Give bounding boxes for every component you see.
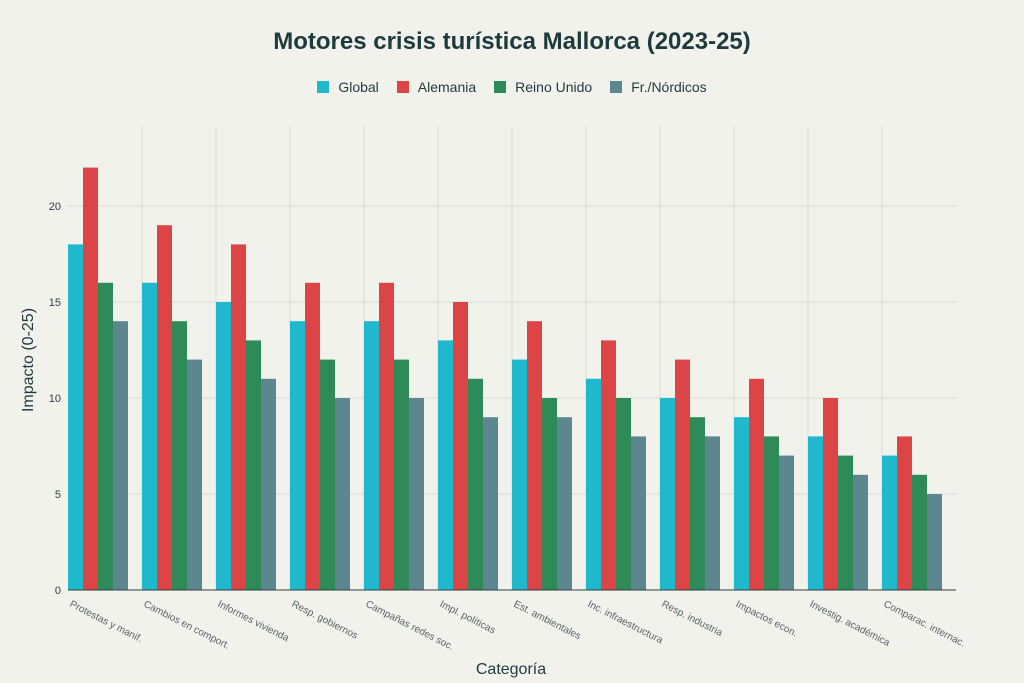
x-tick-label: Resp. industria — [660, 599, 725, 639]
x-tick-label: Resp. gobiernos — [290, 599, 360, 642]
legend-item[interactable]: Alemania — [396, 79, 477, 95]
y-tick-label: 15 — [49, 297, 61, 309]
bar[interactable] — [779, 455, 794, 590]
legend-swatch — [610, 81, 623, 93]
legend-swatch — [494, 81, 507, 93]
legend-label: Global — [338, 79, 379, 95]
bar[interactable] — [897, 436, 912, 590]
bar[interactable] — [261, 378, 276, 590]
bar[interactable] — [557, 417, 572, 590]
legend-label: Alemania — [417, 79, 477, 95]
y-tick-label: 20 — [49, 201, 61, 213]
bar[interactable] — [187, 359, 202, 590]
bar[interactable] — [542, 398, 557, 590]
bar[interactable] — [734, 417, 749, 590]
bar[interactable] — [675, 359, 690, 590]
bar[interactable] — [409, 398, 424, 590]
bar[interactable] — [483, 417, 498, 590]
bar[interactable] — [364, 321, 379, 590]
bar[interactable] — [246, 340, 261, 590]
bar[interactable] — [823, 398, 838, 590]
x-tick-label: Protestas y manif. — [68, 599, 144, 645]
x-tick-label: Informes vivienda — [216, 599, 291, 645]
chart-title: Motores crisis turística Mallorca (2023-… — [273, 28, 751, 55]
x-tick-label: Impl. políticas — [438, 599, 497, 637]
bar[interactable] — [660, 398, 675, 590]
bar[interactable] — [142, 282, 157, 590]
bar[interactable] — [320, 359, 335, 590]
x-tick-label: Comparac. internac. — [882, 599, 967, 650]
legend-label: Fr./Nórdicos — [631, 79, 707, 95]
bar[interactable] — [586, 378, 601, 590]
bar[interactable] — [438, 340, 453, 590]
bar[interactable] — [838, 455, 853, 590]
legend: Global Alemania Reino Unido Fr./Nórdicos — [0, 79, 1024, 95]
bar[interactable] — [808, 436, 823, 590]
bar[interactable] — [305, 282, 320, 590]
x-tick-label: Impactos econ. — [734, 599, 799, 640]
x-tick-label: Est. ambientales — [512, 599, 583, 642]
bar[interactable] — [690, 417, 705, 590]
x-tick-label: Inc. infraestructura — [586, 599, 665, 647]
bar[interactable] — [705, 436, 720, 590]
y-tick-label: 0 — [55, 585, 61, 597]
bar[interactable] — [912, 474, 927, 590]
bar[interactable] — [83, 167, 98, 590]
legend-label: Reino Unido — [515, 79, 593, 95]
bar[interactable] — [512, 359, 527, 590]
bar[interactable] — [468, 378, 483, 590]
bar[interactable] — [853, 474, 868, 590]
bar[interactable] — [927, 494, 942, 590]
bar[interactable] — [231, 244, 246, 590]
legend-item[interactable]: Global — [317, 79, 379, 95]
bar[interactable] — [882, 455, 897, 590]
bar[interactable] — [98, 282, 113, 590]
bar[interactable] — [453, 302, 468, 590]
y-tick-label: 5 — [55, 489, 61, 501]
bar[interactable] — [616, 398, 631, 590]
bar[interactable] — [216, 302, 231, 590]
legend-item[interactable]: Fr./Nórdicos — [610, 79, 707, 95]
y-tick-label: 10 — [49, 393, 61, 405]
bar[interactable] — [379, 282, 394, 590]
bar[interactable] — [601, 340, 616, 590]
bar[interactable] — [335, 398, 350, 590]
bar[interactable] — [113, 321, 128, 590]
x-tick-label: Investig. académica — [808, 599, 892, 649]
bar[interactable] — [764, 436, 779, 590]
bar[interactable] — [527, 321, 542, 590]
bar[interactable] — [172, 321, 187, 590]
bar[interactable] — [68, 244, 83, 590]
x-axis-title: Categoría — [476, 661, 546, 678]
bar[interactable] — [290, 321, 305, 590]
legend-item[interactable]: Reino Unido — [494, 79, 592, 95]
legend-swatch — [396, 81, 409, 93]
bar[interactable] — [749, 378, 764, 590]
legend-swatch — [317, 81, 330, 93]
bar[interactable] — [394, 359, 409, 590]
bar[interactable] — [157, 225, 172, 590]
y-axis-title: Impacto (0-25) — [20, 308, 37, 412]
bar[interactable] — [631, 436, 646, 590]
